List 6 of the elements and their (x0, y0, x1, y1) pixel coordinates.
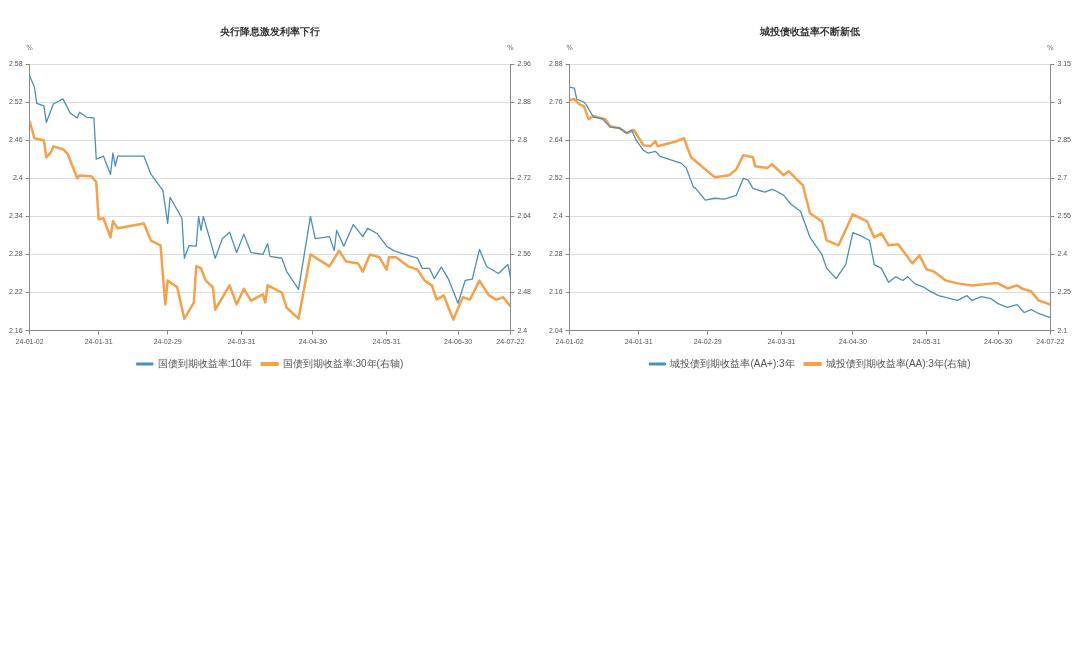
chart-title: 央行降息激发利率下行 (219, 25, 320, 37)
legend-label: 城投债到期收益率(AA+):3年 (669, 357, 795, 369)
chart-title: 城投债收益率不断新低 (759, 25, 860, 37)
legend-label: 城投债到期收益率(AA):3年(右轴) (824, 357, 971, 369)
legend-label: 国债到期收益率:30年(右轴) (282, 357, 404, 369)
legend-label: 国债到期收益率:10年 (157, 357, 252, 369)
